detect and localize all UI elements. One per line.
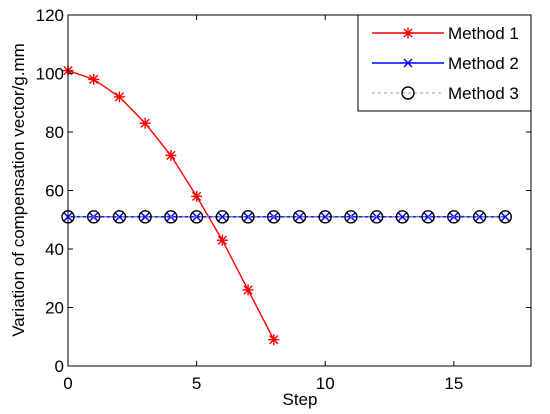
legend-marker-1 (402, 27, 414, 39)
series-3-point-17 (498, 210, 512, 224)
x-tick-label-3: 15 (444, 374, 463, 393)
series-3-point-13 (395, 210, 410, 224)
series-2-point-3 (140, 212, 150, 222)
series-3-point-12 (369, 210, 384, 224)
y-tick-label-5: 100 (36, 65, 64, 84)
series-1-point-2 (113, 91, 125, 103)
series-3-point-1 (87, 210, 101, 224)
x-tick-label-1: 5 (192, 374, 201, 393)
series-1-point-6 (216, 234, 228, 246)
legend-label-1: Method 1 (448, 24, 519, 43)
series-3-point-8 (267, 210, 281, 224)
series-3-point-14 (421, 210, 435, 224)
series-3-point-7 (241, 210, 255, 224)
series-1-point-5 (191, 190, 203, 202)
series-3-point-6 (215, 210, 230, 224)
series-3-point-11 (344, 210, 358, 224)
series-1-point-7 (242, 284, 254, 296)
x-tick-label-0: 0 (63, 374, 72, 393)
y-tick-label-3: 60 (45, 182, 64, 201)
series-3-point-16 (472, 210, 487, 224)
legend-label-2: Method 2 (448, 54, 519, 73)
legend: Method 1 Method 2 Method 3 (357, 14, 532, 112)
series-2-point-13 (397, 212, 407, 222)
series-3-point-3 (138, 210, 152, 224)
series-2-point-9 (295, 212, 304, 222)
series-2-point-16 (475, 212, 485, 222)
y-axis-title: Variation of compensation vector/g.mm (9, 43, 28, 337)
ticks-layer: 0 5 10 15 0 20 40 60 80 100 120 (36, 6, 531, 393)
series-2-point-10 (320, 212, 330, 222)
legend-label-3: Method 3 (448, 84, 519, 103)
y-tick-label-1: 20 (45, 299, 64, 318)
x-axis-title: Step (283, 390, 318, 409)
series-1-point-3 (139, 117, 151, 129)
series-3-point-4 (164, 210, 178, 224)
y-tick-label-0: 0 (55, 357, 64, 376)
y-tick-label-6: 120 (36, 6, 64, 25)
series-3-point-9 (292, 210, 307, 224)
series-1-point-8 (268, 334, 280, 346)
x-tick-label-2: 10 (316, 374, 335, 393)
series-2-point-2 (114, 212, 124, 222)
series-layer (61, 65, 512, 346)
series-3-point-15 (447, 210, 461, 224)
series-1-point-4 (165, 149, 177, 161)
series-3-point-2 (112, 210, 127, 224)
legend-marker-2 (403, 58, 413, 68)
series-3-point-5 (189, 210, 204, 224)
series-1-point-1 (88, 73, 100, 85)
y-tick-label-2: 40 (45, 240, 64, 259)
legend-marker-3 (401, 86, 415, 100)
y-tick-label-4: 80 (45, 123, 64, 142)
series-3-point-10 (318, 210, 332, 224)
series-2-point-17 (500, 212, 510, 222)
series-2-point-6 (217, 212, 227, 222)
